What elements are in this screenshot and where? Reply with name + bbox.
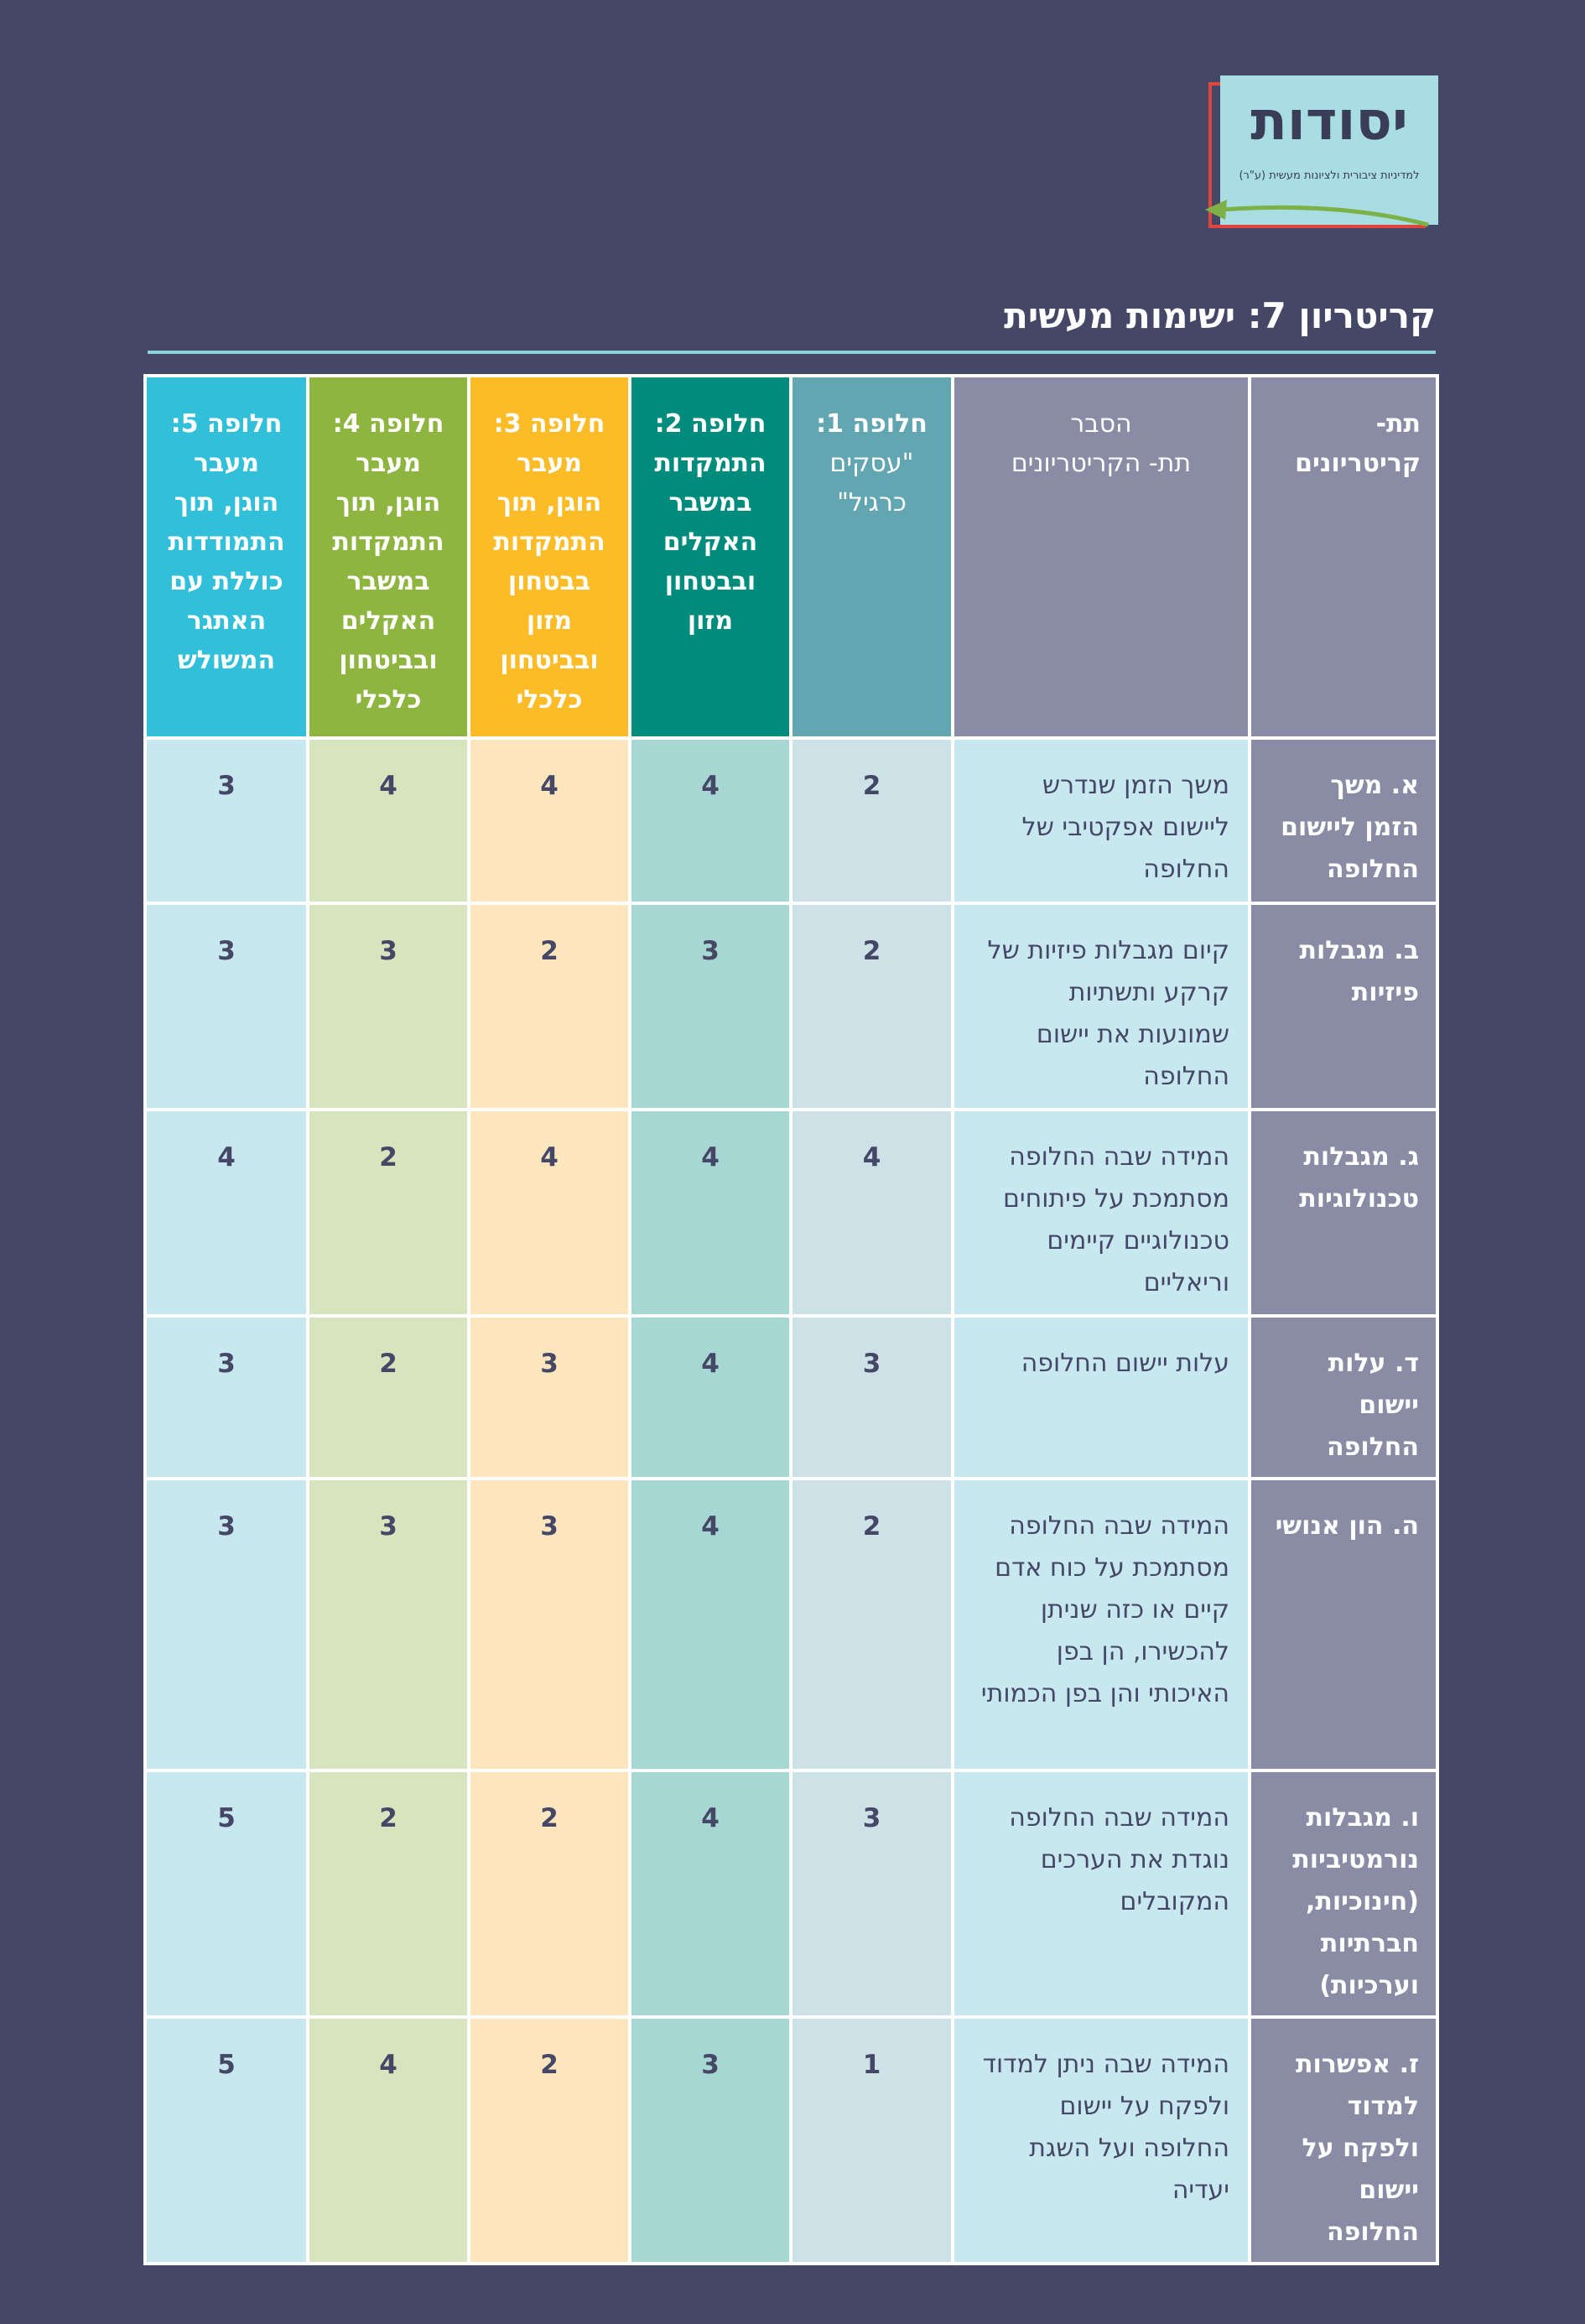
header-alt1-text: "עסקים כרגיל" <box>829 449 914 517</box>
logo-arrow-icon <box>1205 200 1429 227</box>
score-alt4: 2 <box>306 1108 470 1318</box>
logo-box <box>1220 75 1438 225</box>
logo-subtitle: למדיניות ציבורית ולציונות מעשית (ע"ר) <box>1239 169 1420 182</box>
header-alt4-prefix: חלופה <box>368 409 444 439</box>
row-label: ד. עלות יישום החלופה <box>1248 1314 1439 1480</box>
row-explanation: עלות יישום החלופה <box>951 1314 1251 1480</box>
header-alt3-text: 3: מעבר הוגן, תוך התמקדות בבטחון מזון וב… <box>493 409 605 715</box>
header-alternative-5: חלופה 5: מעבר הוגן, תוך התמודדות כוללת ע… <box>143 374 309 740</box>
header-alt1-prefix: חלופה 1: <box>816 409 928 439</box>
table-row: א. משך הזמן ליישום החלופה משך הזמן שנדרש… <box>143 736 1439 905</box>
score-alt5: 3 <box>143 1314 309 1480</box>
row-label: ז. אפשרות למדוד ולפקח על יישום החלופה <box>1248 2015 1439 2265</box>
table-row: ד. עלות יישום החלופה עלות יישום החלופה 3… <box>143 1314 1439 1480</box>
logo: יסודות למדיניות ציבורית ולציונות מעשית (… <box>1195 75 1438 243</box>
header-alt4-text: 4: מעבר הוגן, תוך התמקדות במשבר האקלים ו… <box>332 409 444 715</box>
header-explanation-line1: הסבר <box>1070 409 1132 439</box>
header-explanation: הסבר תת- הקריטריונים <box>951 374 1251 740</box>
header-alternative-2: חלופה 2: התמקדות במשבר האקלים ובבטחון מז… <box>628 374 792 740</box>
row-explanation: משך הזמן שנדרש ליישום אפקטיבי של החלופה <box>951 736 1251 905</box>
score-alt2: 3 <box>628 2015 792 2265</box>
score-alt2: 4 <box>628 1769 792 2019</box>
score-alt1: 3 <box>789 1769 954 2019</box>
score-alt2: 4 <box>628 1108 792 1318</box>
score-alt5: 5 <box>143 1769 309 2019</box>
score-alt5: 3 <box>143 736 309 905</box>
row-label: א. משך הזמן ליישום החלופה <box>1248 736 1439 905</box>
table-row: ז. אפשרות למדוד ולפקח על יישום החלופה המ… <box>143 2015 1439 2265</box>
score-alt2: 3 <box>628 902 792 1111</box>
score-alt3: 2 <box>467 1769 631 2019</box>
score-alt2: 4 <box>628 1314 792 1480</box>
row-explanation: המידה שבה החלופה נוגדת את הערכים המקובלי… <box>951 1769 1251 2019</box>
table-row: ג. מגבלות טכנולוגיות המידה שבה החלופה מס… <box>143 1108 1439 1318</box>
score-alt4: 4 <box>306 736 470 905</box>
header-alternative-1: חלופה 1: "עסקים כרגיל" <box>789 374 954 740</box>
score-alt1: 4 <box>789 1108 954 1318</box>
score-alt3: 2 <box>467 2015 631 2265</box>
row-explanation: קיום מגבלות פיזיות של קרקע ותשתיות שמונע… <box>951 902 1251 1111</box>
score-alt4: 2 <box>306 1769 470 2019</box>
header-alt2-text: התמקדות במשבר האקלים ובבטחון מזון <box>654 449 767 636</box>
row-explanation: המידה שבה החלופה מסתמכת על פיתוחים טכנול… <box>951 1108 1251 1318</box>
score-alt1: 2 <box>789 1477 954 1772</box>
header-alt3-prefix: חלופה <box>529 409 605 439</box>
header-alt5-text: 5: מעבר הוגן, תוך התמודדות כוללת עם האתג… <box>168 409 285 675</box>
score-alt4: 2 <box>306 1314 470 1480</box>
header-alt2-prefix: חלופה 2: <box>654 409 767 439</box>
logo-title: יסודות <box>1250 91 1408 153</box>
score-alt4: 3 <box>306 902 470 1111</box>
header-alt5-prefix: חלופה <box>206 409 283 439</box>
row-explanation: המידה שבה ניתן למדוד ולפקח על יישום החלו… <box>951 2015 1251 2265</box>
score-alt3: 3 <box>467 1314 631 1480</box>
table-row: ה. הון אנושי המידה שבה החלופה מסתמכת על … <box>143 1477 1439 1772</box>
score-alt5: 3 <box>143 902 309 1111</box>
score-alt1: 2 <box>789 736 954 905</box>
header-alternative-4: חלופה 4: מעבר הוגן, תוך התמקדות במשבר הא… <box>306 374 470 740</box>
score-alt5: 4 <box>143 1108 309 1318</box>
row-label: ג. מגבלות טכנולוגיות <box>1248 1108 1439 1318</box>
score-alt2: 4 <box>628 736 792 905</box>
score-alt3: 4 <box>467 736 631 905</box>
score-alt1: 1 <box>789 2015 954 2265</box>
row-label: ו. מגבלות נורמטיביות (חינוכיות, חברתיות … <box>1248 1769 1439 2019</box>
title-divider <box>148 351 1436 354</box>
score-alt5: 5 <box>143 2015 309 2265</box>
score-alt4: 3 <box>306 1477 470 1772</box>
score-alt1: 3 <box>789 1314 954 1480</box>
header-explanation-line2: תת- הקריטריונים <box>1011 449 1192 478</box>
header-sub-criteria: תת- קריטריונים <box>1248 374 1439 740</box>
header-alternative-3: חלופה 3: מעבר הוגן, תוך התמקדות בבטחון מ… <box>467 374 631 740</box>
table-header-row: תת- קריטריונים הסבר תת- הקריטריונים חלופ… <box>143 374 1439 740</box>
score-alt2: 4 <box>628 1477 792 1772</box>
table-row: ו. מגבלות נורמטיביות (חינוכיות, חברתיות … <box>143 1769 1439 2019</box>
row-explanation: המידה שבה החלופה מסתמכת על כוח אדם קיים … <box>951 1477 1251 1772</box>
score-alt3: 2 <box>467 902 631 1111</box>
score-alt5: 3 <box>143 1477 309 1772</box>
row-label: ה. הון אנושי <box>1248 1477 1439 1772</box>
table-row: ב. מגבלות פיזיות קיום מגבלות פיזיות של ק… <box>143 902 1439 1111</box>
page-title: קריטריון 7: ישימות מעשית <box>1004 295 1436 336</box>
score-alt3: 4 <box>467 1108 631 1318</box>
criteria-table: תת- קריטריונים הסבר תת- הקריטריונים חלופ… <box>143 374 1439 2265</box>
score-alt3: 3 <box>467 1477 631 1772</box>
row-label: ב. מגבלות פיזיות <box>1248 902 1439 1111</box>
score-alt1: 2 <box>789 902 954 1111</box>
score-alt4: 4 <box>306 2015 470 2265</box>
